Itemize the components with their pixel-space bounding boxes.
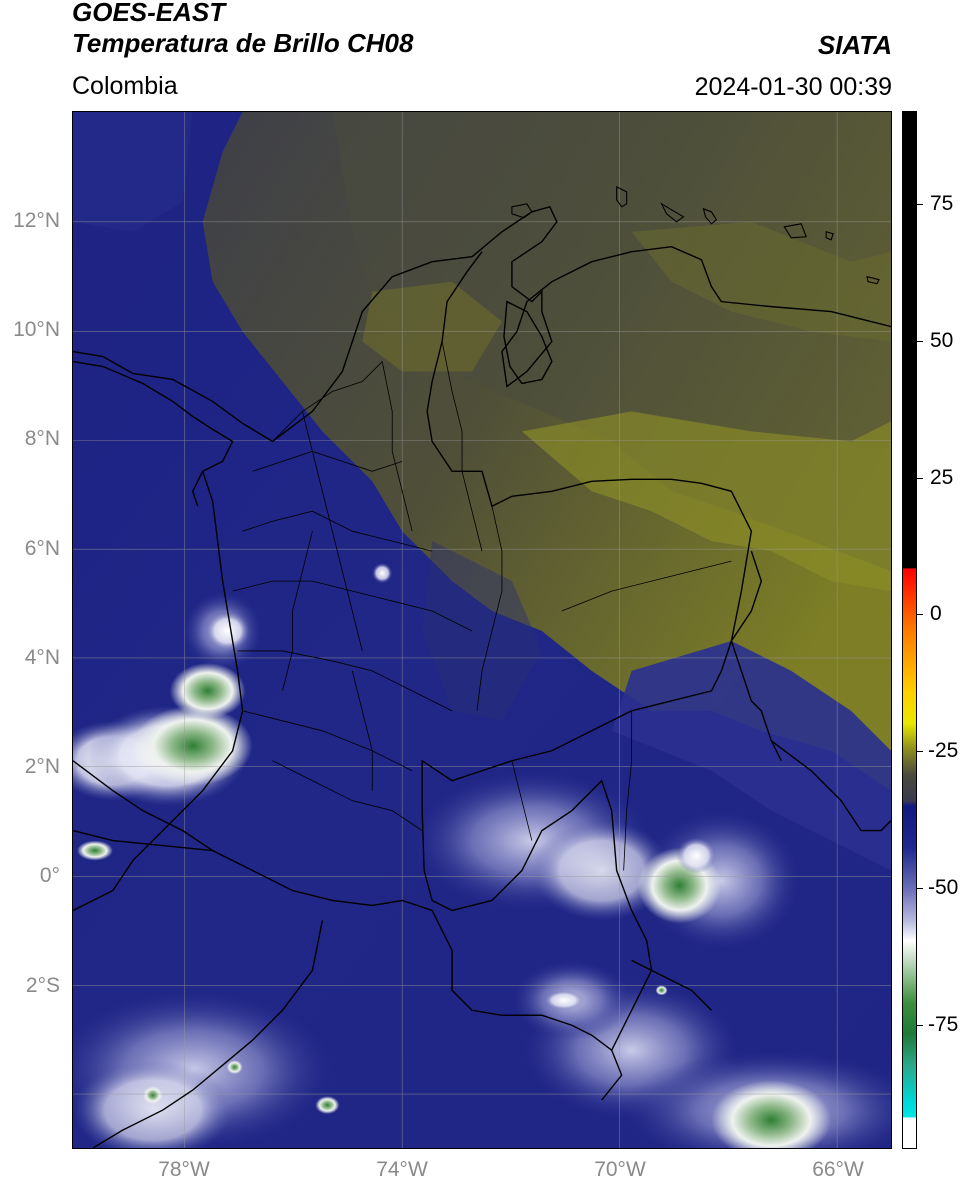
department-borders	[232, 341, 732, 871]
country-borders	[73, 205, 891, 1148]
colorbar-label-neg25: -25	[928, 739, 959, 762]
lat-label-0: 0°	[39, 864, 60, 887]
lon-label-66w: 66°W	[812, 1158, 864, 1181]
map-image	[73, 112, 891, 1148]
colorbar-tick	[917, 341, 923, 342]
lon-label-78w: 78°W	[158, 1158, 210, 1181]
colorbar-label-neg75: -75	[928, 1013, 959, 1036]
lat-label-6n: 6°N	[24, 537, 60, 560]
lat-label-12n: 12°N	[13, 209, 60, 232]
lon-label-70w: 70°W	[594, 1158, 646, 1181]
datetime-label: 2024-01-30 00:39	[694, 73, 892, 101]
subtitle-region: Colombia	[72, 72, 178, 100]
title-satellite: GOES-EAST	[72, 0, 226, 27]
colorbar-tick	[917, 614, 923, 615]
colorbar-tick	[917, 1025, 923, 1026]
colorbar-label-75: 75	[930, 192, 954, 215]
colorbar-tick	[917, 204, 923, 205]
colorbar-label-neg50: -50	[928, 876, 959, 899]
lat-label-2s: 2°S	[25, 974, 60, 997]
colorbar-label-0: 0	[930, 602, 942, 625]
colorbar-label-25: 25	[930, 466, 954, 489]
lat-label-2n: 2°N	[24, 755, 60, 778]
colorbar-tick	[917, 751, 923, 752]
colorbar-tick	[917, 478, 923, 479]
lat-label-8n: 8°N	[24, 427, 60, 450]
colorbar-gradient	[903, 112, 916, 1148]
temperature-colorbar	[902, 111, 917, 1149]
lat-label-10n: 10°N	[13, 318, 60, 341]
gridlines	[73, 112, 891, 1148]
colorbar-label-50: 50	[930, 329, 954, 352]
islands	[511, 185, 880, 285]
lon-label-74w: 74°W	[376, 1158, 428, 1181]
source-label: SIATA	[817, 30, 892, 60]
satellite-map	[72, 111, 892, 1149]
title-product: Temperatura de Brillo CH08	[72, 28, 414, 58]
lat-label-4n: 4°N	[24, 646, 60, 669]
colorbar-tick	[917, 888, 923, 889]
